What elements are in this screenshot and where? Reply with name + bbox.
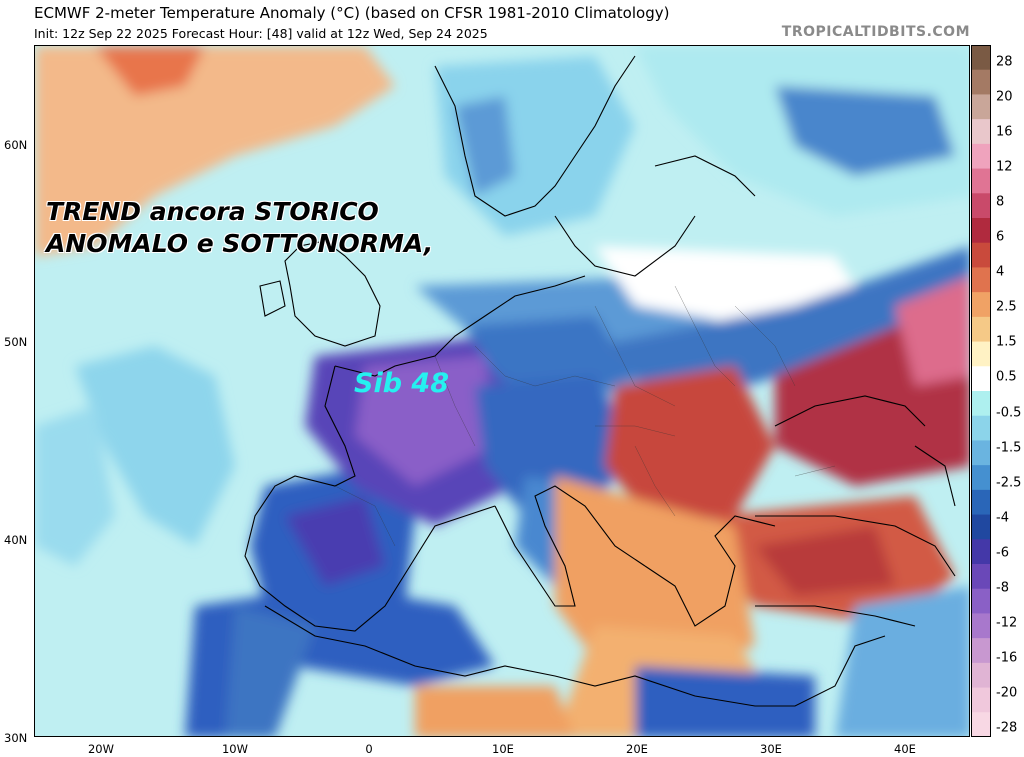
colorbar-frame [971,45,991,737]
overlay-text-line1: TREND ancora STORICO [46,197,379,226]
anomaly-map [34,45,970,737]
colorbar-tick-label: 0.5 [996,369,1017,385]
colorbar-segment [971,267,991,293]
colorbar [971,45,991,737]
colorbar-segment [971,514,991,540]
colorbar-segment [971,119,991,145]
colorbar-tick-label: -20 [996,685,1018,701]
chart-subtitle: Init: 12z Sep 22 2025 Forecast Hour: [48… [34,26,488,41]
colorbar-tick-label: -0.5 [996,405,1022,421]
colorbar-segment [971,366,991,392]
colorbar-tick-label: 28 [996,54,1013,70]
colorbar-segment [971,168,991,194]
colorbar-tick-label: 16 [996,124,1013,140]
colorbar-tick-label: -6 [996,545,1009,561]
colorbar-segment [971,45,991,71]
lon-label-0: 0 [365,742,373,756]
colorbar-segment [971,613,991,639]
colorbar-tick-label: 4 [996,264,1005,280]
colorbar-segment [971,69,991,95]
colorbar-segment [971,687,991,713]
colorbar-tick-label: -2.5 [996,475,1022,491]
colorbar-tick-label: -28 [996,720,1018,736]
colorbar-segment [971,588,991,614]
colorbar-segment [971,292,991,318]
colorbar-segment [971,564,991,590]
lon-label-30e: 30E [760,742,782,756]
colorbar-tick-label: -1.5 [996,440,1022,456]
colorbar-segment [971,143,991,170]
colorbar-segment [971,341,991,367]
lon-label-10w: 10W [221,742,249,756]
lon-label-40e: 40E [894,742,916,756]
country-borders [334,285,836,547]
brand-watermark: TROPICALTIDBITS.COM [781,24,970,40]
lat-label-30n: 30N [4,731,28,745]
anomaly-field-smooth [35,46,969,736]
colorbar-segment [971,316,991,343]
colorbar-segment [971,662,991,689]
colorbar-segment [971,638,991,664]
lat-label-50n: 50N [4,335,28,349]
lon-label-20w: 20W [87,742,115,756]
map-field [35,46,969,736]
colorbar-tick-label: -16 [996,650,1018,666]
colorbar-segment [971,712,991,737]
colorbar-tick-label: -12 [996,615,1018,631]
colorbar-segment [971,193,991,219]
colorbar-segment [971,218,991,244]
colorbar-segment [971,489,991,516]
overlay-text-line2: ANOMALO e SOTTONORMA, [46,229,434,258]
colorbar-tick-label: -4 [996,510,1009,526]
colorbar-tick-label: 12 [996,159,1013,175]
colorbar-tick-label: -8 [996,580,1009,596]
colorbar-segment [971,440,991,466]
colorbar-tick-label: 2.5 [996,299,1017,315]
colorbar-tick-label: 1.5 [996,334,1017,350]
lat-label-40n: 40N [4,533,28,547]
coastlines [244,55,956,707]
lon-label-10e: 10E [492,742,514,756]
colorbar-tick-label: 6 [996,229,1005,245]
colorbar-tick-label: 20 [996,89,1013,105]
lon-label-20e: 20E [626,742,648,756]
chart-title: ECMWF 2-meter Temperature Anomaly (°C) (… [34,4,670,22]
colorbar-segment [971,391,991,417]
colorbar-segment [971,539,991,565]
colorbar-segment [971,242,991,268]
colorbar-tick-label: 8 [996,194,1005,210]
sib-annotation: Sib 48 [354,368,450,399]
colorbar-segment [971,94,991,120]
colorbar-segment [971,415,991,441]
colorbar-segment [971,465,991,491]
lat-label-60n: 60N [4,138,28,152]
